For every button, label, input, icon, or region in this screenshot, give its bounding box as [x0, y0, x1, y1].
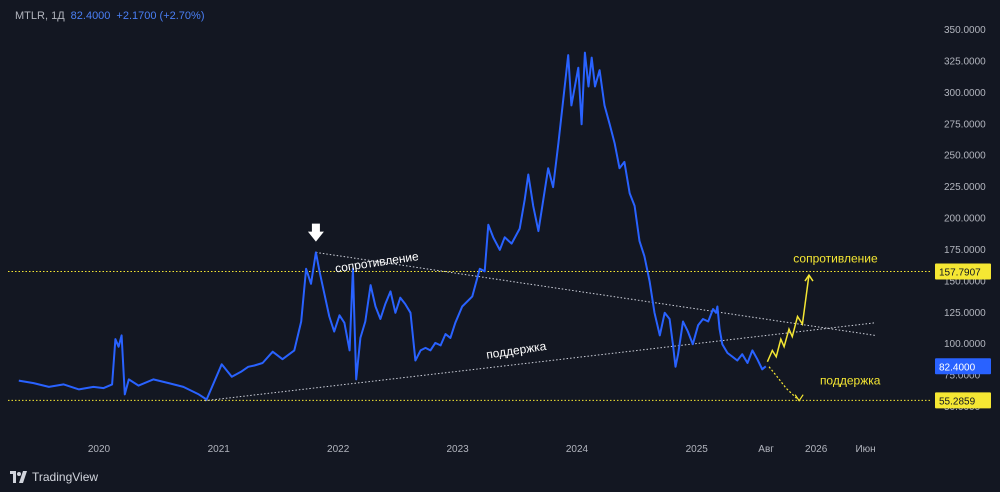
y-tick-label: 300.0000 [944, 88, 986, 99]
last-price-tag: 82.4000 [939, 362, 976, 373]
x-tick-label: 2024 [566, 444, 589, 455]
y-tick-label: 75.0000 [944, 371, 981, 382]
symbol-legend: MTLR, 1Д 82.4000 +2.1700 (+2.70%) [15, 10, 205, 22]
y-tick-label: 275.0000 [944, 119, 986, 130]
level-price-tag-bg [935, 263, 991, 280]
projection-up-arrowhead [804, 273, 814, 282]
y-tick-label: 250.0000 [944, 151, 986, 162]
x-tick-label: 2022 [327, 444, 350, 455]
annotation-label: поддержка [820, 373, 881, 387]
projection-up-line [766, 274, 810, 363]
down-arrow-icon [307, 223, 324, 242]
price-line [18, 51, 767, 401]
last-price-tag-bg [935, 358, 991, 375]
x-tick-label: 2025 [686, 444, 709, 455]
brand-name: TradingView [32, 470, 99, 484]
x-tick-label: 2021 [208, 444, 231, 455]
y-tick-label: 350.0000 [944, 25, 986, 36]
x-tick-label: 2023 [446, 444, 469, 455]
y-tick-label: 225.0000 [944, 182, 986, 193]
tradingview-brand[interactable]: TradingView [10, 470, 98, 484]
x-tick-label: Июн [855, 444, 875, 455]
support-trendline [204, 322, 876, 402]
x-tick-label: 2020 [88, 444, 111, 455]
legend-change: +2.1700 (+2.70%) [116, 10, 205, 22]
y-tick-label: 100.0000 [944, 339, 986, 350]
tradingview-logo-icon [10, 471, 28, 483]
y-tick-label: 175.0000 [944, 245, 986, 256]
legend-price: 82.4000 [70, 10, 111, 22]
x-tick-label: 2026 [805, 444, 828, 455]
projection-down-arrowhead [794, 394, 804, 402]
y-tick-label: 150.0000 [944, 276, 986, 287]
level-price-tag-bg [935, 392, 991, 409]
y-tick-label: 200.0000 [944, 214, 986, 225]
level-price-tag: 55.2859 [939, 396, 976, 407]
x-tick-label: Авг [758, 444, 774, 455]
level-price-tag: 157.7907 [939, 268, 981, 279]
projection-down-line [768, 366, 800, 402]
y-tick-label: 325.0000 [944, 56, 986, 67]
y-tick-label: 125.0000 [944, 308, 986, 319]
legend-symbol: MTLR, 1Д [15, 10, 65, 22]
annotation-label: сопротивление [793, 251, 878, 265]
